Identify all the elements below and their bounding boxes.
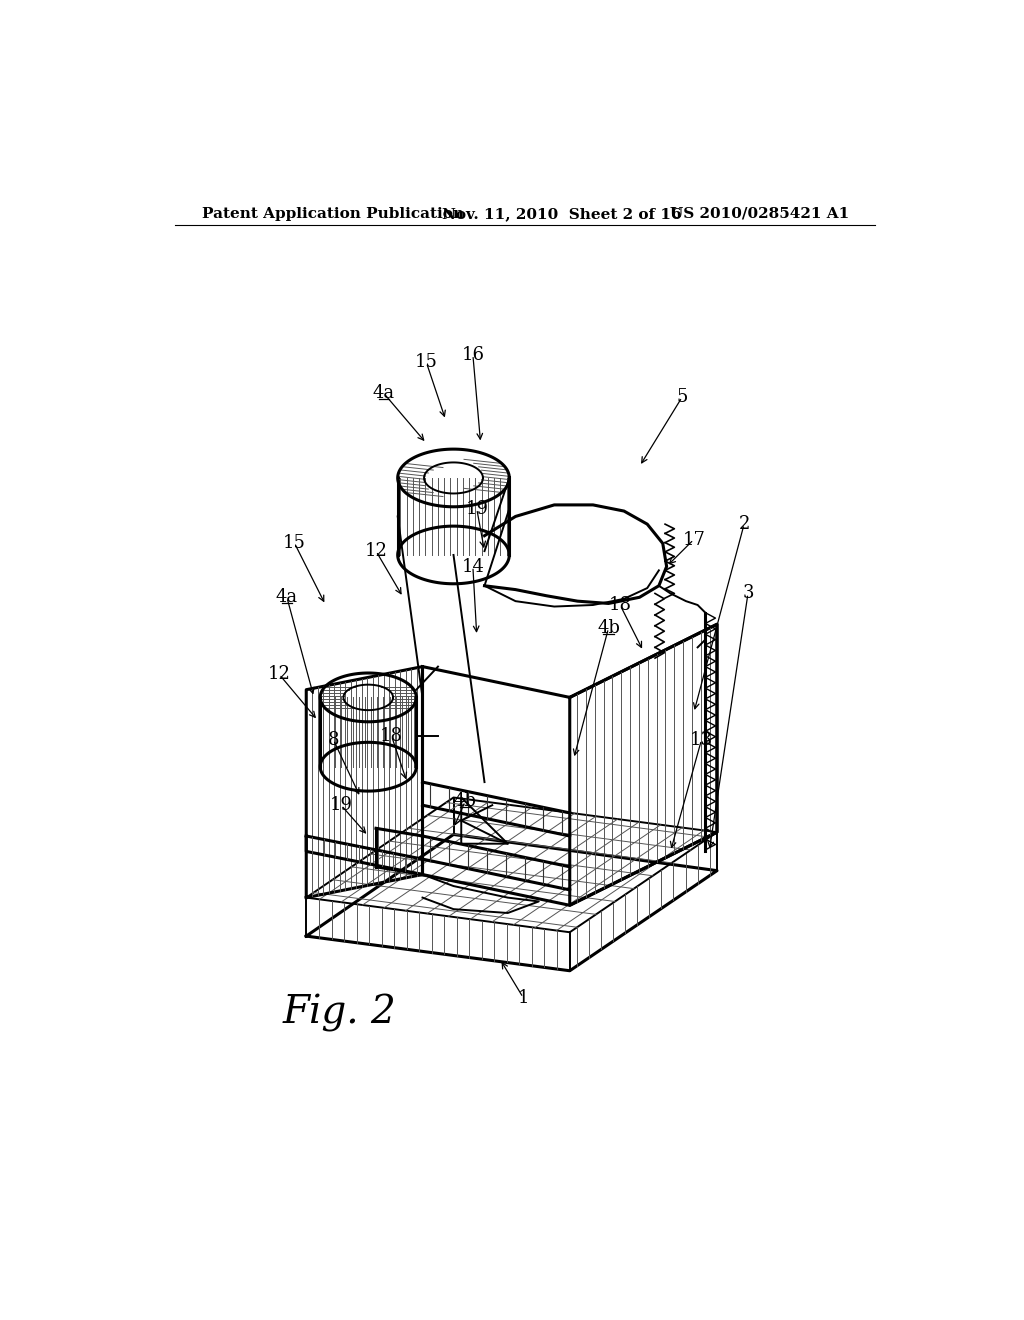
Text: 12: 12 — [267, 665, 291, 684]
Text: 4a: 4a — [373, 384, 395, 403]
Text: 3: 3 — [742, 585, 754, 602]
Text: 8: 8 — [328, 731, 339, 748]
Text: Nov. 11, 2010  Sheet 2 of 16: Nov. 11, 2010 Sheet 2 of 16 — [442, 207, 682, 220]
Text: 12: 12 — [365, 543, 387, 560]
Text: Patent Application Publication: Patent Application Publication — [202, 207, 464, 220]
Text: 4a: 4a — [275, 589, 298, 606]
Text: 2: 2 — [738, 515, 750, 533]
Text: US 2010/0285421 A1: US 2010/0285421 A1 — [671, 207, 850, 220]
Text: 4b: 4b — [597, 619, 620, 638]
Text: 18: 18 — [380, 727, 403, 744]
Text: Fig. 2: Fig. 2 — [283, 994, 396, 1032]
Text: 13: 13 — [690, 731, 713, 748]
Text: 16: 16 — [462, 346, 484, 364]
Text: 4b: 4b — [454, 792, 476, 810]
Text: 15: 15 — [415, 354, 438, 371]
Text: 18: 18 — [608, 597, 632, 614]
Text: 14: 14 — [462, 557, 484, 576]
Text: 15: 15 — [284, 535, 306, 552]
Text: 1: 1 — [517, 989, 529, 1007]
Text: 19: 19 — [465, 500, 488, 517]
Text: 17: 17 — [682, 531, 706, 549]
Text: 19: 19 — [330, 796, 352, 814]
Text: 5: 5 — [677, 388, 688, 407]
